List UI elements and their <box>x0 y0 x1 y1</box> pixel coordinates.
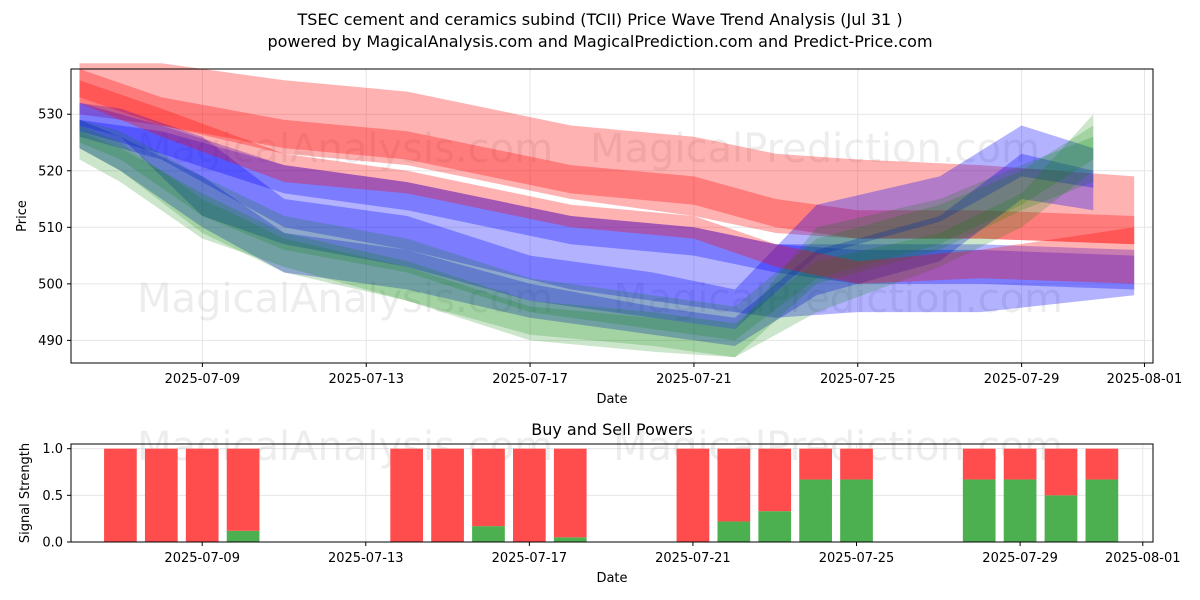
sell-bar <box>431 448 464 542</box>
bottom-chart-title: Buy and Sell Powers <box>531 420 693 439</box>
sell-bar <box>553 448 587 538</box>
x-tick-label: 2025-07-17 <box>492 551 568 566</box>
y-tick-label: 520 <box>38 164 63 179</box>
x-tick-label: 2025-07-09 <box>164 551 240 566</box>
buy-bar <box>717 521 751 542</box>
sell-bar <box>840 448 873 480</box>
sell-bar <box>472 448 505 527</box>
x-tick-label: 2025-07-17 <box>492 372 568 387</box>
blue-wave-band <box>79 102 1135 290</box>
x-tick-label: 2025-07-25 <box>819 551 895 566</box>
signal-bars <box>104 448 1119 542</box>
buy-bar <box>1003 479 1037 542</box>
y-tick-label: 0.5 <box>42 489 63 504</box>
buy-bar <box>799 479 832 542</box>
green-wave-band <box>79 125 1094 358</box>
watermarks-top: MagicalAnalysis.com MagicalPrediction.co… <box>137 126 1063 322</box>
y-tick-label: 510 <box>38 221 63 236</box>
x-tick-label: 2025-07-21 <box>656 372 732 387</box>
sell-bar <box>185 448 219 542</box>
x-tick-label: 2025-07-21 <box>655 551 731 566</box>
buy-bar <box>553 537 587 542</box>
wave-bands <box>79 63 1135 358</box>
bottom-panel: Buy and Sell Powers MagicalAnalysis.com … <box>18 420 1181 586</box>
buy-bar <box>962 479 996 542</box>
red-wave-band <box>79 63 1135 245</box>
blue-wave-band <box>79 119 1094 347</box>
watermark: MagicalPrediction.com <box>590 126 1040 172</box>
bottom-y-axis-label: Signal Strength <box>18 443 33 543</box>
top-y-axis-label: Price <box>15 200 30 232</box>
watermark: MagicalAnalysis.com <box>137 276 553 322</box>
y-tick-label: 0.0 <box>42 536 63 551</box>
buy-bar <box>1044 495 1078 542</box>
buy-bar <box>1085 479 1119 542</box>
sell-bar <box>144 448 178 542</box>
x-tick-label: 2025-07-13 <box>328 372 404 387</box>
chart-subtitle: powered by MagicalAnalysis.com and Magic… <box>267 32 932 51</box>
green-wave-band <box>79 114 1094 358</box>
buy-bar <box>758 511 792 542</box>
sell-bar <box>799 448 832 480</box>
y-tick-label: 530 <box>38 108 63 123</box>
x-tick-label: 2025-07-09 <box>165 372 241 387</box>
y-tick-label: 1.0 <box>42 442 63 457</box>
top-plot-frame <box>70 68 1154 364</box>
blue-wave-band <box>79 102 1094 330</box>
y-tick-label: 500 <box>38 277 63 292</box>
bottom-axis-ticks: 2025-07-09 2025-07-13 2025-07-17 2025-07-21… <box>42 442 1180 566</box>
sell-bar <box>104 448 137 542</box>
sell-bar <box>1003 448 1037 480</box>
sell-bar <box>513 448 546 542</box>
buy-bar <box>226 530 260 542</box>
sell-bar <box>758 448 792 512</box>
green-wave-band <box>79 119 1094 341</box>
x-tick-label: 2025-07-29 <box>984 372 1060 387</box>
sell-bar <box>676 448 710 542</box>
top-x-axis-label: Date <box>596 392 627 407</box>
y-tick-label: 490 <box>38 334 63 349</box>
sell-bar <box>962 448 996 480</box>
sell-bar <box>717 448 751 522</box>
bottom-plot-frame <box>70 443 1154 543</box>
sell-bar <box>390 448 424 542</box>
top-plot-area <box>71 69 1153 363</box>
sell-bar <box>226 448 260 531</box>
blue-wave-band <box>79 119 1135 318</box>
buy-bar <box>840 479 873 542</box>
x-tick-label: 2025-08-01 <box>1107 372 1183 387</box>
x-tick-label: 2025-08-01 <box>1105 551 1181 566</box>
x-tick-label: 2025-07-29 <box>982 551 1058 566</box>
sell-bar <box>1044 448 1078 496</box>
red-wave-band <box>79 69 1135 245</box>
buy-bar <box>472 526 505 542</box>
bottom-x-axis-label: Date <box>596 571 627 586</box>
x-tick-label: 2025-07-25 <box>820 372 896 387</box>
red-wave-band <box>79 80 1135 284</box>
x-tick-label: 2025-07-13 <box>328 551 404 566</box>
top-panel: MagicalAnalysis.com MagicalPrediction.co… <box>15 63 1182 407</box>
watermark: MagicalPrediction.com <box>613 276 1063 322</box>
chart-title: TSEC cement and ceramics subind (TCII) P… <box>296 10 902 29</box>
sell-bar <box>1085 448 1119 480</box>
top-gridlines <box>71 69 1153 363</box>
watermark: MagicalAnalysis.com <box>137 126 553 172</box>
top-axis-ticks: 2025-07-09 2025-07-13 2025-07-17 2025-07-21… <box>38 108 1182 387</box>
